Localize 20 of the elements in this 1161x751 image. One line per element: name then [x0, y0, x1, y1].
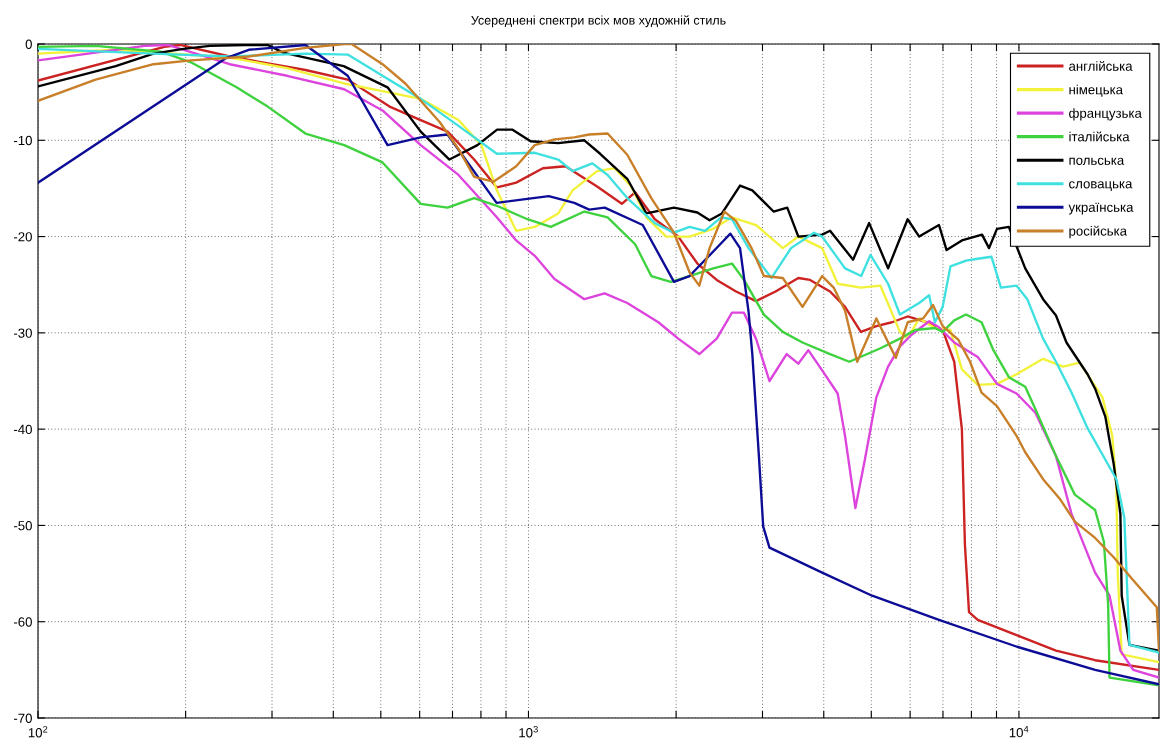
legend-label: італійська: [1069, 131, 1130, 142]
x-tick-label: 10$^{2}$: [28, 725, 48, 738]
y-tick-label: 0: [25, 39, 32, 49]
legend-label: українська: [1068, 202, 1134, 215]
legend-label: польська: [1069, 157, 1125, 165]
y-tick-label: -20: [13, 232, 32, 242]
y-tick-label: -50: [13, 521, 32, 531]
legend-label: англійська: [1069, 60, 1133, 71]
y-tick-label: -70: [13, 713, 32, 723]
y-tick-label: -10: [13, 135, 32, 146]
legend-label: словацька: [1069, 181, 1133, 191]
chart-title: Усереднені спектри всіх мов художній стиль: [471, 15, 726, 28]
y-tick-label: -60: [13, 617, 32, 627]
x-tick-label: 10$^{4}$: [1009, 725, 1029, 738]
legend-label: французька: [1069, 108, 1142, 121]
legend-label: російська: [1069, 225, 1127, 239]
y-tick-label: -40: [13, 424, 32, 435]
x-tick-label: 10$^{3}$: [519, 725, 538, 738]
legend-label: німецька: [1069, 84, 1124, 97]
y-tick-label: -30: [13, 328, 32, 338]
